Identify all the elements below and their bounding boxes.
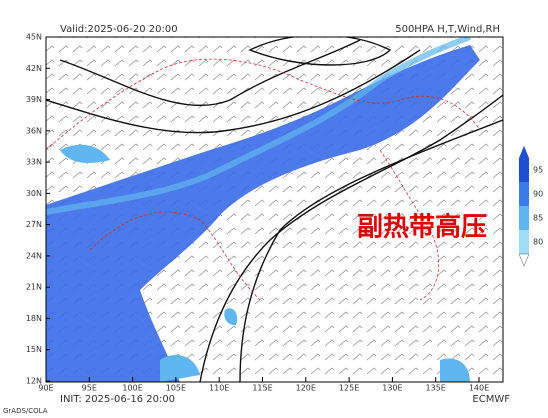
annotation: 副热带高压 xyxy=(357,212,487,243)
credit: GrADS/COLA xyxy=(3,407,48,415)
colorbar-label: 95 xyxy=(533,166,543,175)
colorbar-label: 85 xyxy=(533,214,543,223)
lat-label: 27N xyxy=(26,220,42,229)
lat-label: 39N xyxy=(26,95,42,104)
lat-label: 42N xyxy=(26,64,42,73)
colorbar-label: 90 xyxy=(533,190,543,199)
init-time: INIT: 2025-06-16 20:00 xyxy=(60,394,175,405)
lon-label: 100E xyxy=(122,384,142,393)
map-frame xyxy=(45,36,504,383)
lat-label: 21N xyxy=(26,283,42,292)
lon-label: 135E xyxy=(426,384,446,393)
lon-label: 120E xyxy=(296,384,316,393)
lat-label: 18N xyxy=(26,314,42,323)
humidity-edge xyxy=(46,37,472,215)
model: ECMWF xyxy=(472,394,510,405)
lat-label: 36N xyxy=(26,126,42,135)
lon-label: 110E xyxy=(209,384,229,393)
colorbar xyxy=(518,146,530,267)
lat-label: 12N xyxy=(26,377,42,386)
lon-label: 105E xyxy=(166,384,186,393)
valid-time: Valid:2025-06-20 20:00 xyxy=(60,24,178,35)
lat-label: 33N xyxy=(26,158,42,167)
map-area xyxy=(46,37,503,382)
height-contours xyxy=(46,37,503,382)
lon-label: 130E xyxy=(382,384,402,393)
lon-label: 95E xyxy=(82,384,97,393)
lat-label: 45N xyxy=(26,33,42,42)
lon-label: 125E xyxy=(339,384,359,393)
lat-label: 24N xyxy=(26,251,42,260)
borders xyxy=(46,58,481,301)
product: 500HPA H,T,Wind,RH xyxy=(395,24,500,35)
colorbar-label: 80 xyxy=(533,238,543,247)
lat-label: 15N xyxy=(26,345,42,354)
lon-label: 90E xyxy=(38,384,53,393)
lat-label: 30N xyxy=(26,189,42,198)
lon-label: 115E xyxy=(252,384,272,393)
humidity-region xyxy=(46,45,480,382)
lon-label: 140E xyxy=(469,384,489,393)
